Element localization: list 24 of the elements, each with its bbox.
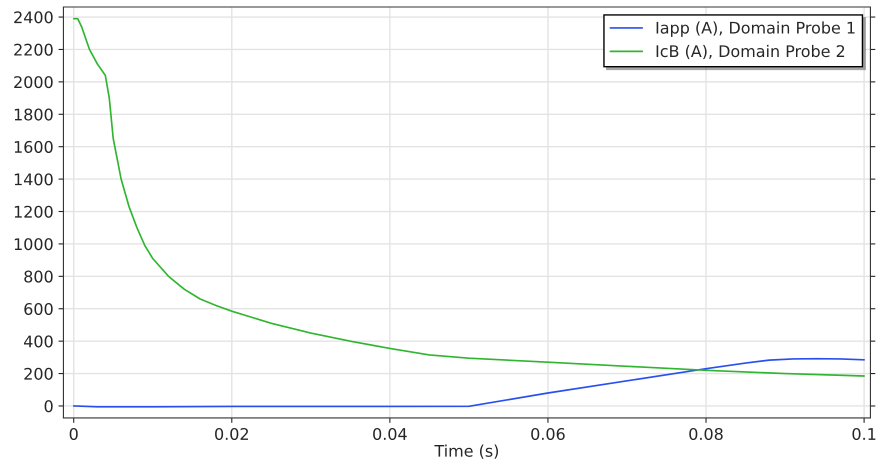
y-tick-label: 2000	[14, 76, 53, 88]
y-tick-label: 2400	[14, 11, 53, 24]
x-tick-label: 0.1	[852, 428, 876, 440]
y-tick-label: 200	[24, 368, 53, 380]
y-tick-label: 800	[24, 270, 53, 283]
x-axis-title: Time (s)	[434, 444, 498, 459]
y-tick-label: 600	[24, 302, 53, 316]
x-tick-label: 0.04	[373, 428, 407, 440]
y-tick-label: 1000	[14, 238, 53, 250]
y-tick-label: 1800	[14, 108, 53, 121]
x-tick-label: 0.08	[689, 428, 723, 440]
line-series	[72, 18, 865, 377]
y-tick-label: 1200	[14, 206, 53, 218]
y-tick-label: 2200	[14, 44, 53, 56]
legend-label: IcB (A), Domain Probe 2	[656, 44, 844, 60]
y-tick-label: 400	[24, 335, 53, 348]
y-tick-label: 0	[44, 400, 53, 412]
x-tick-label: 0.06	[531, 428, 565, 440]
y-tick-label: 1600	[14, 140, 53, 153]
x-tick-label: 0.02	[215, 428, 248, 440]
legend-label: Iapp (A), Domain Probe 1	[656, 21, 855, 37]
y-tick-label: 1400	[14, 173, 53, 186]
x-tick-label: 0	[70, 428, 78, 440]
line-series	[72, 358, 865, 408]
